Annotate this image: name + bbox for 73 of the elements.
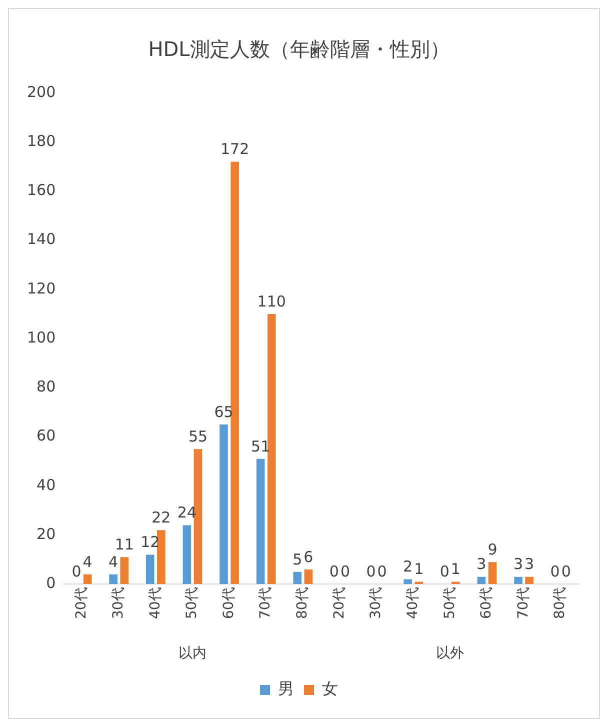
bar xyxy=(182,525,192,584)
bar xyxy=(230,162,239,584)
bar xyxy=(109,574,118,584)
x-tick-label: 70代 xyxy=(258,587,274,620)
x-tick-label: 50代 xyxy=(442,587,458,620)
y-tick-label: 200 xyxy=(26,82,56,101)
x-tick-label: 60代 xyxy=(478,587,495,620)
data-label: 0 xyxy=(72,562,82,581)
y-tick-label: 20 xyxy=(36,524,56,543)
data-label: 2 xyxy=(403,558,413,576)
bar xyxy=(146,554,154,584)
y-tick-label: 160 xyxy=(26,181,56,200)
legend-label: 男 xyxy=(278,679,294,698)
bar xyxy=(452,582,460,584)
chart-title: HDL測定人数（年齢階層・性別） xyxy=(148,37,450,62)
data-label: 0 xyxy=(440,562,450,581)
x-tick-label: 40代 xyxy=(404,587,421,620)
bar xyxy=(293,572,302,584)
bar xyxy=(477,576,486,584)
data-label: 4 xyxy=(108,552,118,571)
data-label: 0 xyxy=(329,562,339,581)
data-label: 22 xyxy=(152,508,171,527)
data-label: 0 xyxy=(340,562,350,581)
x-tick-label: 60代 xyxy=(220,587,237,620)
bar xyxy=(220,424,228,584)
data-label: 4 xyxy=(82,552,92,571)
bar xyxy=(414,582,424,584)
x-tick-label: 20代 xyxy=(74,587,90,620)
x-tick-label: 70代 xyxy=(515,587,532,620)
data-label: 3 xyxy=(524,555,534,574)
data-label: 1 xyxy=(450,560,460,578)
data-label: 3 xyxy=(513,555,524,574)
data-label: 11 xyxy=(114,536,134,554)
bar xyxy=(256,458,265,584)
x-tick-label: 80代 xyxy=(552,587,568,620)
bar xyxy=(514,576,522,584)
bar xyxy=(83,574,92,584)
bar xyxy=(488,562,497,584)
bar xyxy=(304,569,313,584)
data-label: 6 xyxy=(304,548,314,566)
x-tick-label: 80代 xyxy=(294,587,311,620)
data-label: 55 xyxy=(188,428,208,446)
legend-label: 女 xyxy=(322,679,338,698)
bar xyxy=(267,314,276,584)
text: 以内 xyxy=(178,646,206,662)
y-tick-label: 140 xyxy=(26,230,56,248)
x-tick-label: 40代 xyxy=(147,587,164,620)
data-label: 0 xyxy=(366,562,376,581)
bar xyxy=(404,579,412,584)
y-tick-label: 40 xyxy=(36,476,56,494)
data-label: 5 xyxy=(292,550,302,568)
data-label: 110 xyxy=(257,292,286,310)
data-label: 172 xyxy=(220,140,250,158)
data-label: 9 xyxy=(488,540,498,558)
bar xyxy=(525,576,534,584)
x-tick-label: 20代 xyxy=(331,587,348,620)
x-tick-label: 30代 xyxy=(110,587,126,620)
y-tick-label: 120 xyxy=(26,279,56,298)
y-tick-label: 80 xyxy=(36,378,56,396)
y-tick-label: 100 xyxy=(26,328,56,346)
y-tick-label: 0 xyxy=(46,574,56,592)
y-tick-label: 60 xyxy=(36,426,56,445)
bar xyxy=(120,557,129,584)
data-label: 3 xyxy=(476,555,486,574)
data-label: 0 xyxy=(377,562,387,581)
bar xyxy=(157,530,166,584)
x-tick-label: 30代 xyxy=(368,587,384,620)
x-tick-label: 50代 xyxy=(184,587,200,620)
data-label: 0 xyxy=(561,562,571,581)
y-tick-label: 180 xyxy=(26,132,56,150)
text: 以外 xyxy=(436,646,464,662)
data-label: 1 xyxy=(414,560,424,578)
data-label: 0 xyxy=(550,562,560,581)
